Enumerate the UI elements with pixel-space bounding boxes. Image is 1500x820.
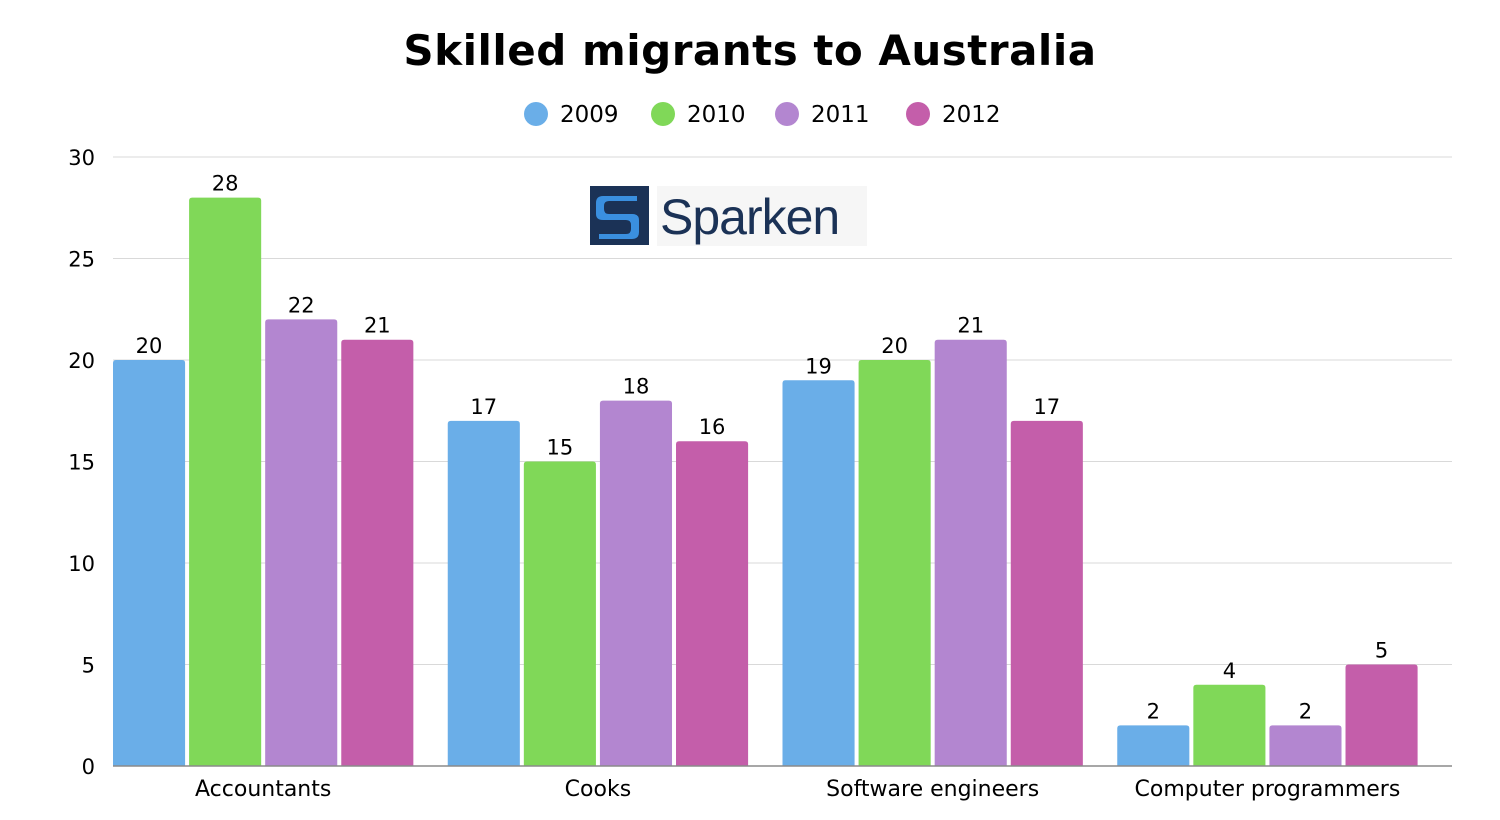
watermark-text: Sparken (660, 189, 839, 245)
x-category-label: Accountants (195, 777, 331, 802)
y-tick-label: 10 (68, 552, 95, 576)
chart-title: Skilled migrants to Australia (403, 26, 1097, 75)
data-label: 20 (136, 334, 163, 358)
data-label: 19 (805, 354, 832, 378)
y-tick-label: 0 (82, 755, 95, 779)
data-label: 17 (470, 395, 497, 419)
bar-2010-computer-programmers (1193, 684, 1266, 766)
data-label: 22 (288, 293, 315, 317)
bar-2012-cooks (676, 441, 749, 766)
watermark-background (657, 186, 867, 246)
y-tick-label: 15 (68, 451, 95, 475)
legend-marker (524, 102, 548, 126)
bar-2012-computer-programmers (1345, 664, 1418, 766)
data-label: 21 (364, 314, 391, 338)
data-label: 17 (1033, 395, 1060, 419)
data-label: 28 (212, 172, 239, 196)
data-label: 21 (957, 314, 984, 338)
legend-marker (906, 102, 930, 126)
data-label: 16 (699, 415, 726, 439)
y-axis-ticks: 0 5 10 15 20 25 30 (68, 146, 95, 779)
y-tick-label: 5 (82, 654, 95, 678)
bar-2011-software-engineers (934, 339, 1007, 766)
data-label: 5 (1375, 639, 1388, 663)
data-label: 15 (547, 436, 574, 460)
sparken-watermark: Sparken (590, 186, 867, 246)
bar-2009-accountants (113, 360, 186, 766)
s-logo-icon (590, 186, 649, 245)
legend-marker (775, 102, 799, 126)
x-category-label: Cooks (565, 777, 631, 802)
data-label: 20 (881, 334, 908, 358)
bar-2011-cooks (599, 400, 673, 766)
x-category-label: Computer programmers (1135, 777, 1401, 802)
x-category-label: Software engineers (826, 777, 1039, 802)
bar-2010-software-engineers (858, 360, 931, 766)
legend: 2009 2010 2011 2012 (524, 102, 1001, 128)
x-axis: Accountants Cooks Software engineers Comput… (113, 765, 1452, 802)
legend-marker (651, 102, 675, 126)
bar-2012-accountants (341, 339, 414, 766)
y-tick-label: 25 (68, 248, 95, 272)
bars (113, 197, 1418, 767)
bar-2011-accountants (265, 319, 338, 766)
data-label: 2 (1299, 699, 1312, 723)
legend-label: 2010 (687, 102, 746, 128)
legend-label: 2009 (560, 102, 619, 128)
data-label: 4 (1223, 659, 1236, 683)
bar-2012-software-engineers (1010, 420, 1083, 766)
bar-2010-accountants (189, 197, 262, 767)
bar-2009-computer-programmers (1117, 725, 1190, 766)
y-tick-label: 20 (68, 349, 95, 373)
data-labels: 20 28 22 21 17 15 18 16 19 20 21 17 2 4 2 5 (136, 172, 1389, 724)
bar-2011-computer-programmers (1269, 725, 1342, 766)
bar-2010-cooks (523, 461, 596, 766)
data-label: 2 (1147, 699, 1160, 723)
legend-label: 2012 (942, 102, 1001, 128)
y-tick-label: 30 (68, 146, 95, 170)
bar-2009-software-engineers (782, 380, 855, 766)
bar-2009-cooks (447, 420, 520, 766)
legend-label: 2011 (811, 102, 870, 128)
data-label: 18 (623, 375, 650, 399)
